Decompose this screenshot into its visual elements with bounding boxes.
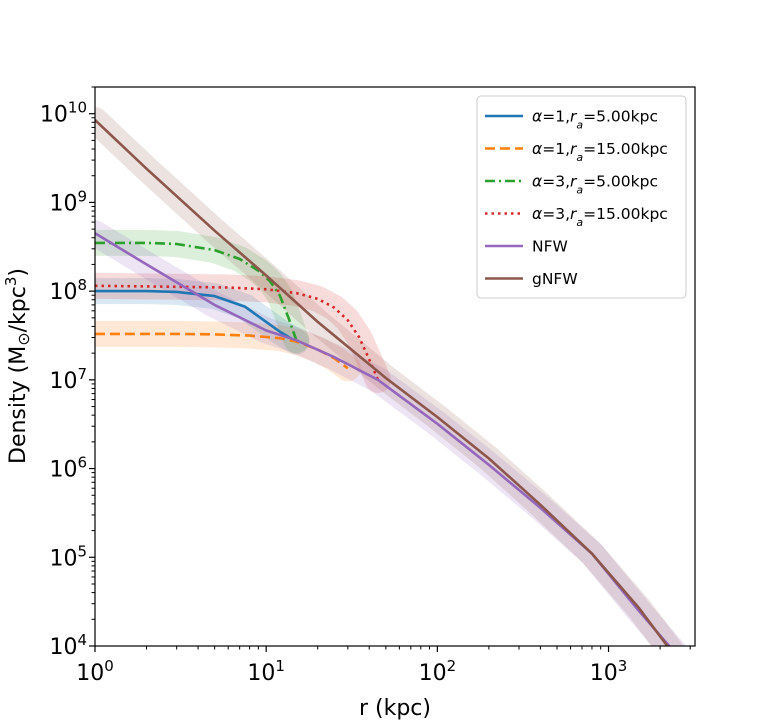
legend-label: gNFW xyxy=(532,270,578,288)
series-3-r-a-5-00kpc xyxy=(95,241,298,341)
y-tick-label: 105 xyxy=(49,542,87,571)
band-3-r-a-15-00kpc xyxy=(95,272,391,393)
x-axis-label: r (kpc) xyxy=(359,696,431,721)
y-axis-label: Density (M⊙/kpc3) xyxy=(2,268,33,464)
series-gnfw xyxy=(95,119,669,646)
x-tick-label: 101 xyxy=(247,657,285,686)
x-axis-ticks: 100 101 102 103 xyxy=(76,646,691,686)
legend-label: α=3,ra=5.00kpc xyxy=(532,173,658,197)
legend: α=1,ra=5.00kpc α=1,ra=15.00kpc α=3,ra=5.00… xyxy=(476,95,687,299)
legend-box xyxy=(476,95,687,299)
y-tick-label: 109 xyxy=(49,187,87,216)
y-axis-ticks: 104 105 106 107 108 109 1010 xyxy=(40,86,95,660)
x-tick-label: 102 xyxy=(419,657,457,686)
plot-frame xyxy=(94,86,696,647)
y-tick-label: 1010 xyxy=(40,99,87,128)
series-lines xyxy=(95,119,671,646)
legend-label: α=1,ra=5.00kpc xyxy=(532,108,658,132)
y-tick-label: 107 xyxy=(49,365,87,394)
series-1-r-a-5-00kpc xyxy=(95,289,297,343)
y-tick-label: 106 xyxy=(49,454,87,483)
y-tick-label: 104 xyxy=(49,631,87,660)
legend-label: α=3,ra=15.00kpc xyxy=(532,205,668,229)
x-tick-label: 103 xyxy=(590,657,628,686)
legend-label: α=1,ra=15.00kpc xyxy=(532,140,668,164)
legend-label: NFW xyxy=(532,238,568,256)
x-tick-label: 100 xyxy=(76,657,114,686)
y-tick-label: 108 xyxy=(49,276,87,305)
